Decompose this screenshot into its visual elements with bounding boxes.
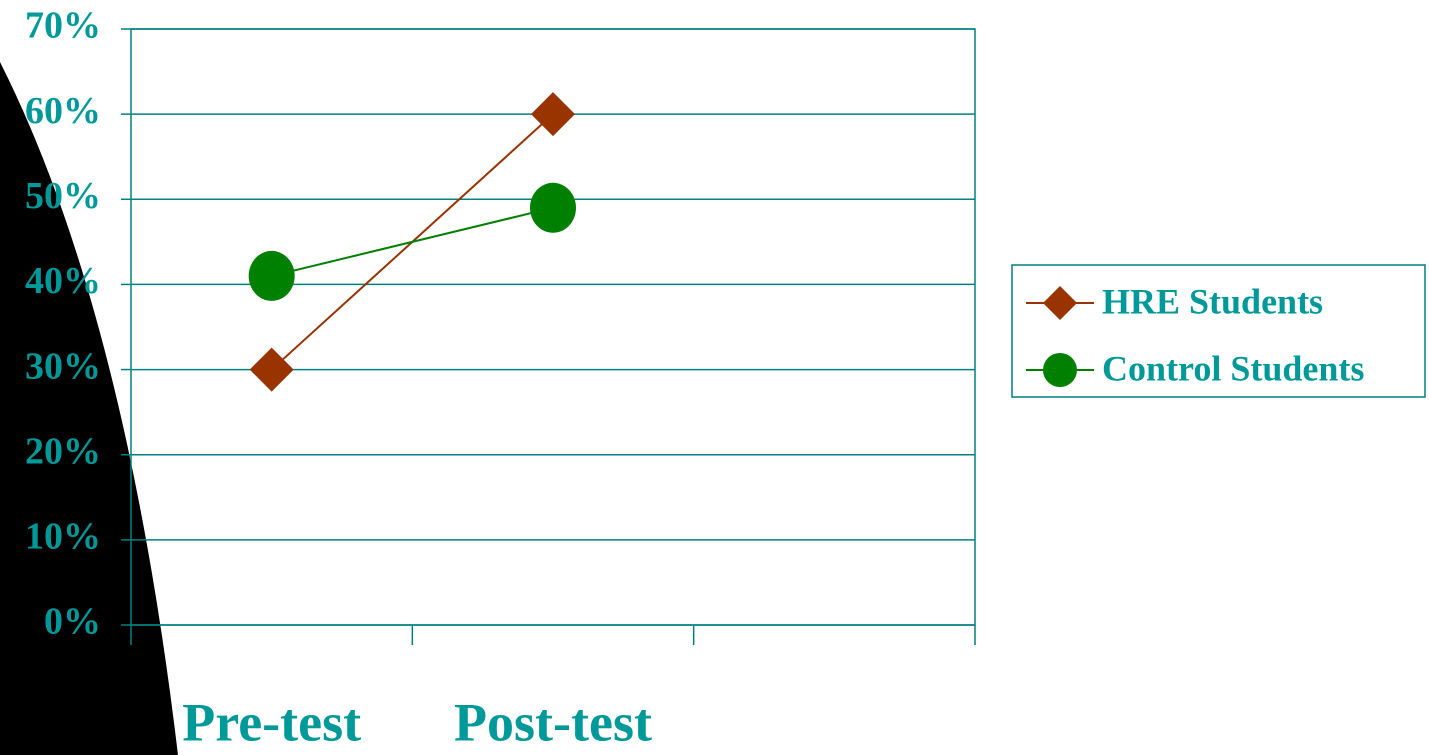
legend-label: HRE Students xyxy=(1102,281,1323,321)
series-line xyxy=(271,206,554,277)
y-tick-label: 70% xyxy=(25,5,101,47)
x-tick-label: Pre-test xyxy=(182,692,361,752)
y-tick-label: 30% xyxy=(25,345,101,387)
y-tick-label: 20% xyxy=(25,430,101,472)
legend-label: Control Students xyxy=(1102,348,1364,388)
y-tick-label: 60% xyxy=(25,90,101,132)
marker xyxy=(249,347,294,392)
y-tick-label: 40% xyxy=(25,260,101,302)
x-tick-label: Post-test xyxy=(454,692,652,752)
marker xyxy=(530,182,576,233)
decorative-shape xyxy=(0,62,178,755)
y-tick-label: 10% xyxy=(25,516,101,558)
legend-marker xyxy=(1043,353,1077,387)
marker xyxy=(248,250,295,301)
legend-box xyxy=(1011,264,1426,398)
y-tick-label: 0% xyxy=(44,601,101,643)
y-tick-label: 50% xyxy=(25,175,101,217)
marker xyxy=(531,92,575,137)
legend: HRE Students Control Students xyxy=(1011,264,1426,398)
legend-marker xyxy=(1043,286,1077,320)
